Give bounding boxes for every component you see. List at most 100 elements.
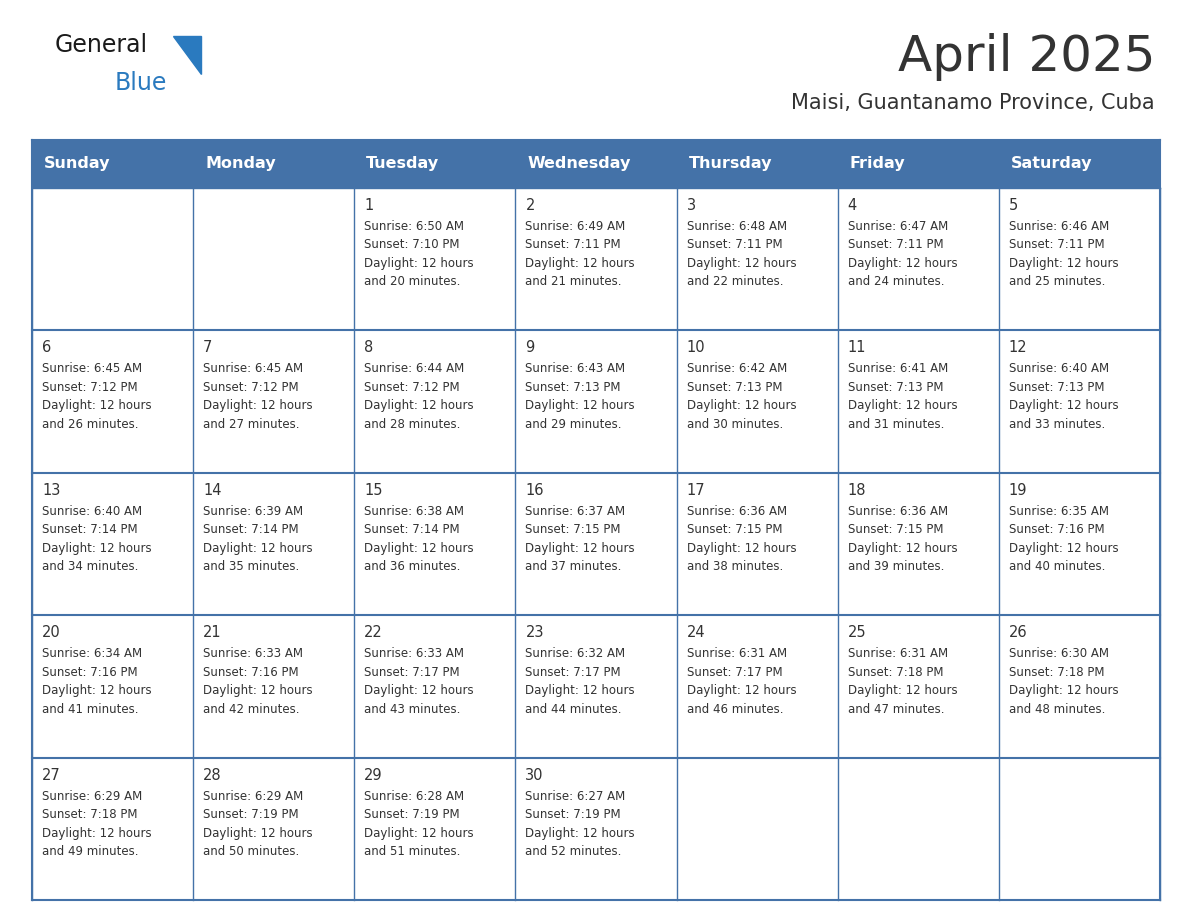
- Bar: [516, 473, 677, 615]
- Text: Sunset: 7:13 PM: Sunset: 7:13 PM: [525, 381, 621, 394]
- Text: Sunset: 7:11 PM: Sunset: 7:11 PM: [687, 239, 782, 252]
- Bar: [516, 140, 677, 188]
- Text: 27: 27: [42, 767, 61, 783]
- Text: and 35 minutes.: and 35 minutes.: [203, 560, 299, 574]
- Text: Sunrise: 6:33 AM: Sunrise: 6:33 AM: [203, 647, 303, 660]
- Bar: [999, 330, 1159, 473]
- Text: Sunrise: 6:30 AM: Sunrise: 6:30 AM: [1009, 647, 1108, 660]
- Text: 20: 20: [42, 625, 61, 640]
- Text: 6: 6: [42, 341, 51, 355]
- Text: Sunrise: 6:29 AM: Sunrise: 6:29 AM: [42, 789, 143, 802]
- Text: 29: 29: [365, 767, 383, 783]
- Text: Daylight: 12 hours: Daylight: 12 hours: [203, 684, 312, 697]
- Bar: [516, 757, 677, 900]
- Bar: [32, 330, 194, 473]
- Text: Sunset: 7:14 PM: Sunset: 7:14 PM: [203, 523, 298, 536]
- Bar: [354, 473, 516, 615]
- Text: Daylight: 12 hours: Daylight: 12 hours: [1009, 542, 1118, 554]
- Bar: [838, 473, 999, 615]
- Text: Sunset: 7:16 PM: Sunset: 7:16 PM: [42, 666, 138, 678]
- Bar: [677, 188, 838, 330]
- Text: 21: 21: [203, 625, 222, 640]
- Bar: [32, 140, 194, 188]
- Text: Daylight: 12 hours: Daylight: 12 hours: [365, 257, 474, 270]
- Text: Sunrise: 6:35 AM: Sunrise: 6:35 AM: [1009, 505, 1108, 518]
- Bar: [999, 615, 1159, 757]
- Text: Daylight: 12 hours: Daylight: 12 hours: [848, 542, 958, 554]
- Text: 5: 5: [1009, 198, 1018, 213]
- Text: and 48 minutes.: and 48 minutes.: [1009, 702, 1105, 716]
- Text: Daylight: 12 hours: Daylight: 12 hours: [42, 542, 152, 554]
- Text: and 24 minutes.: and 24 minutes.: [848, 275, 944, 288]
- Text: Daylight: 12 hours: Daylight: 12 hours: [525, 684, 636, 697]
- Text: 7: 7: [203, 341, 213, 355]
- Text: Sunrise: 6:28 AM: Sunrise: 6:28 AM: [365, 789, 465, 802]
- Text: Thursday: Thursday: [689, 156, 772, 172]
- Bar: [354, 757, 516, 900]
- Text: Sunrise: 6:40 AM: Sunrise: 6:40 AM: [1009, 363, 1108, 375]
- Text: Daylight: 12 hours: Daylight: 12 hours: [42, 684, 152, 697]
- Text: 24: 24: [687, 625, 706, 640]
- Text: Sunset: 7:13 PM: Sunset: 7:13 PM: [687, 381, 782, 394]
- Text: and 30 minutes.: and 30 minutes.: [687, 418, 783, 431]
- Text: Sunday: Sunday: [44, 156, 110, 172]
- Text: Daylight: 12 hours: Daylight: 12 hours: [365, 684, 474, 697]
- Text: Sunrise: 6:41 AM: Sunrise: 6:41 AM: [848, 363, 948, 375]
- Bar: [354, 140, 516, 188]
- Text: Sunrise: 6:36 AM: Sunrise: 6:36 AM: [687, 505, 786, 518]
- Text: Sunrise: 6:42 AM: Sunrise: 6:42 AM: [687, 363, 786, 375]
- Text: Maisi, Guantanamo Province, Cuba: Maisi, Guantanamo Province, Cuba: [791, 93, 1155, 113]
- Text: Sunrise: 6:31 AM: Sunrise: 6:31 AM: [687, 647, 786, 660]
- Text: Daylight: 12 hours: Daylight: 12 hours: [203, 542, 312, 554]
- Text: Friday: Friday: [849, 156, 905, 172]
- Text: Daylight: 12 hours: Daylight: 12 hours: [848, 684, 958, 697]
- Bar: [354, 188, 516, 330]
- Text: 3: 3: [687, 198, 696, 213]
- Text: and 42 minutes.: and 42 minutes.: [203, 702, 299, 716]
- Text: 19: 19: [1009, 483, 1028, 498]
- Text: General: General: [55, 33, 148, 57]
- Text: Sunset: 7:13 PM: Sunset: 7:13 PM: [1009, 381, 1105, 394]
- Text: Sunrise: 6:33 AM: Sunrise: 6:33 AM: [365, 647, 465, 660]
- Text: Daylight: 12 hours: Daylight: 12 hours: [1009, 399, 1118, 412]
- Text: and 37 minutes.: and 37 minutes.: [525, 560, 621, 574]
- Text: and 28 minutes.: and 28 minutes.: [365, 418, 461, 431]
- Text: 8: 8: [365, 341, 373, 355]
- Text: Sunset: 7:17 PM: Sunset: 7:17 PM: [365, 666, 460, 678]
- Text: April 2025: April 2025: [897, 33, 1155, 81]
- Text: Sunset: 7:10 PM: Sunset: 7:10 PM: [365, 239, 460, 252]
- Text: Sunrise: 6:34 AM: Sunrise: 6:34 AM: [42, 647, 143, 660]
- Text: Sunrise: 6:49 AM: Sunrise: 6:49 AM: [525, 220, 626, 233]
- Text: Daylight: 12 hours: Daylight: 12 hours: [525, 257, 636, 270]
- Text: and 43 minutes.: and 43 minutes.: [365, 702, 461, 716]
- Text: Sunrise: 6:39 AM: Sunrise: 6:39 AM: [203, 505, 303, 518]
- Bar: [838, 330, 999, 473]
- Bar: [32, 615, 194, 757]
- Text: Sunrise: 6:32 AM: Sunrise: 6:32 AM: [525, 647, 626, 660]
- Bar: [32, 188, 194, 330]
- Text: Daylight: 12 hours: Daylight: 12 hours: [687, 684, 796, 697]
- Bar: [32, 757, 194, 900]
- Text: Sunset: 7:19 PM: Sunset: 7:19 PM: [365, 808, 460, 821]
- Text: Sunset: 7:17 PM: Sunset: 7:17 PM: [525, 666, 621, 678]
- Text: Sunset: 7:15 PM: Sunset: 7:15 PM: [848, 523, 943, 536]
- Text: and 34 minutes.: and 34 minutes.: [42, 560, 138, 574]
- Text: Daylight: 12 hours: Daylight: 12 hours: [525, 542, 636, 554]
- Bar: [677, 615, 838, 757]
- Text: Sunset: 7:12 PM: Sunset: 7:12 PM: [203, 381, 298, 394]
- Bar: [838, 140, 999, 188]
- Text: Tuesday: Tuesday: [366, 156, 440, 172]
- Text: Daylight: 12 hours: Daylight: 12 hours: [42, 826, 152, 840]
- Bar: [516, 330, 677, 473]
- Text: Sunrise: 6:31 AM: Sunrise: 6:31 AM: [848, 647, 948, 660]
- Text: Blue: Blue: [115, 71, 168, 95]
- Text: Daylight: 12 hours: Daylight: 12 hours: [365, 399, 474, 412]
- Text: 1: 1: [365, 198, 373, 213]
- Text: Sunrise: 6:36 AM: Sunrise: 6:36 AM: [848, 505, 948, 518]
- Text: Sunrise: 6:29 AM: Sunrise: 6:29 AM: [203, 789, 303, 802]
- Bar: [194, 757, 354, 900]
- Text: Sunset: 7:16 PM: Sunset: 7:16 PM: [203, 666, 298, 678]
- Text: and 46 minutes.: and 46 minutes.: [687, 702, 783, 716]
- Bar: [999, 140, 1159, 188]
- Bar: [194, 615, 354, 757]
